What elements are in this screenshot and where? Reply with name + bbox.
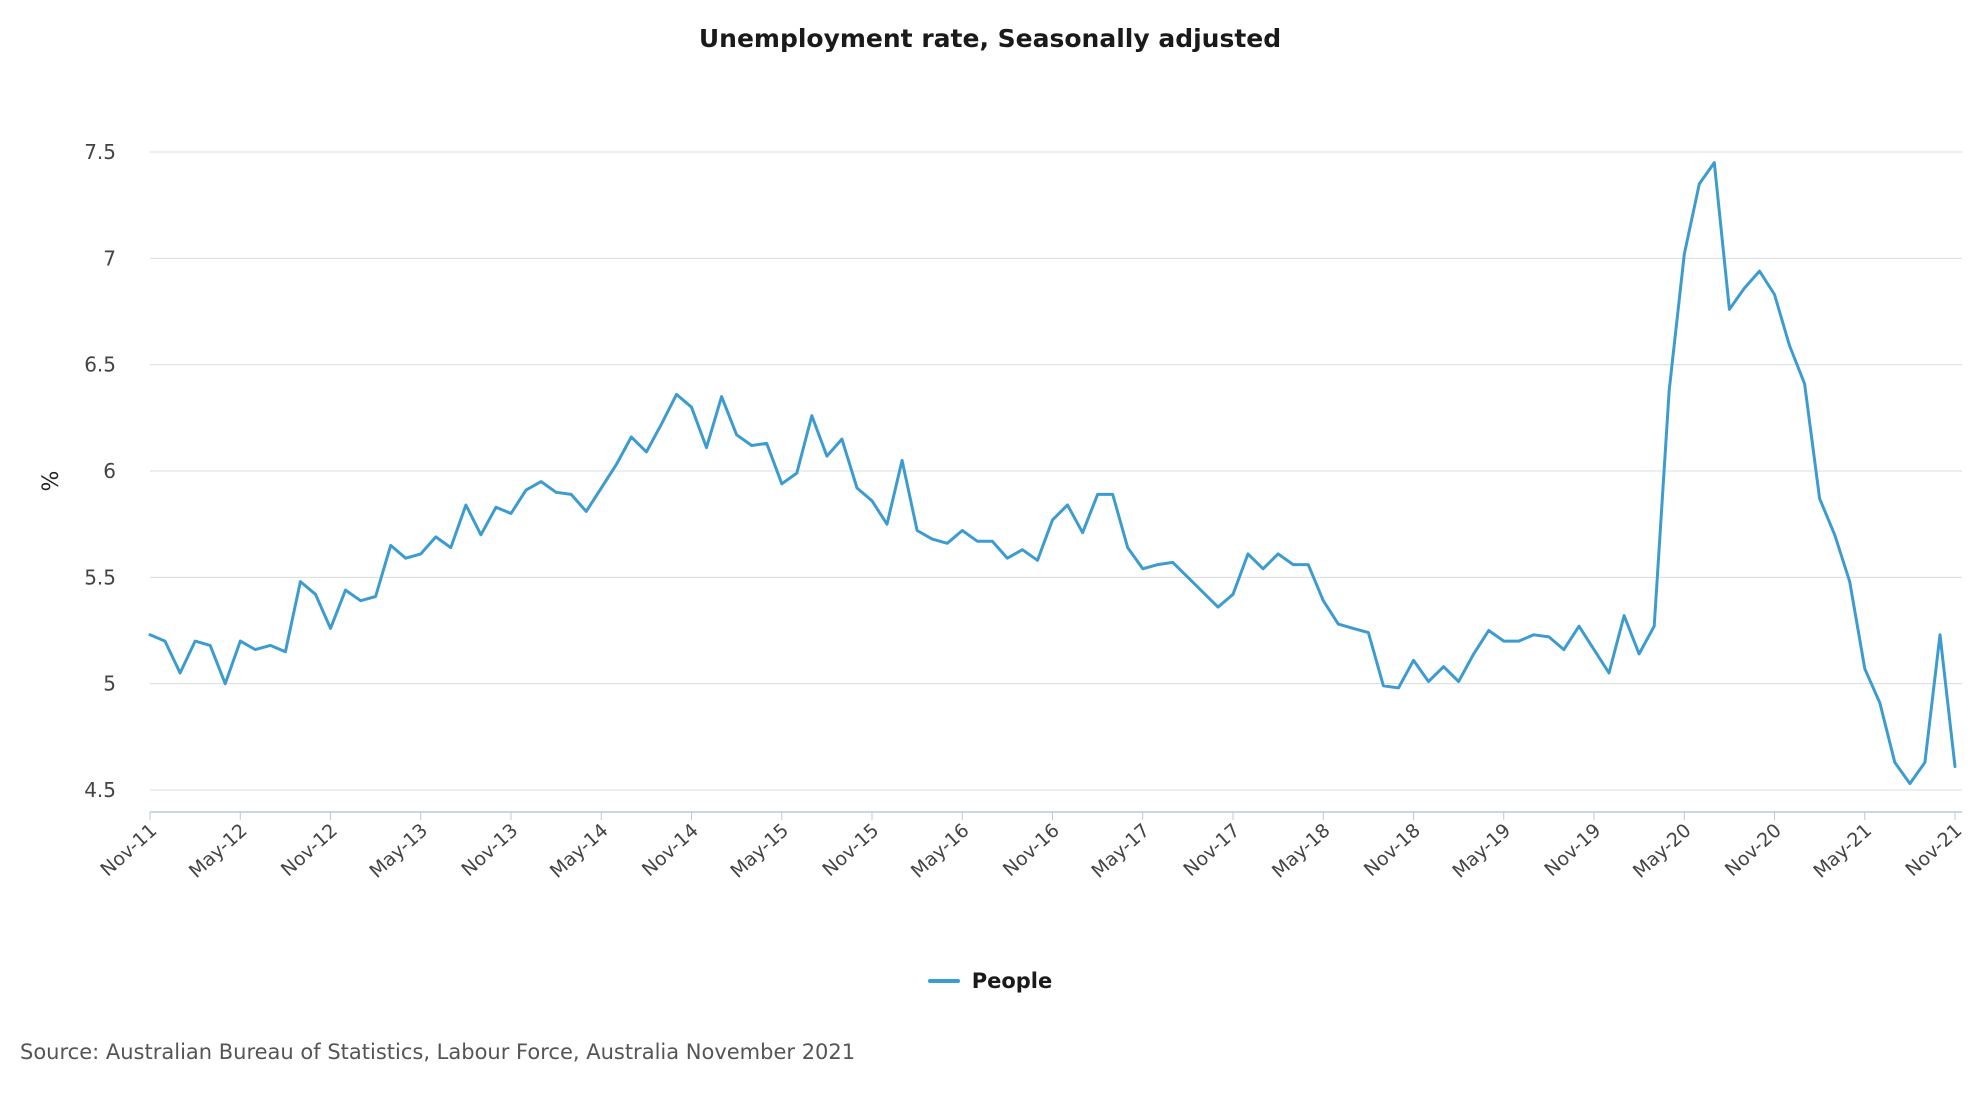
- y-tick-label: 4.5: [84, 778, 116, 802]
- x-tick-label: May-16: [907, 819, 974, 882]
- series-line-people: [148, 161, 1957, 786]
- x-tick-label: Nov-18: [1360, 819, 1425, 881]
- x-tick-label: Nov-14: [638, 819, 703, 881]
- series-lines: [148, 161, 1957, 786]
- y-tick-label: 5: [103, 672, 116, 696]
- y-axis-label: %: [39, 471, 64, 492]
- x-axis-tick-labels: Nov-11 May-12 Nov-12 May-13 Nov-13 May-14 Nov-…: [96, 819, 1966, 882]
- legend-label: People: [971, 969, 1053, 993]
- x-tick-label: May-19: [1448, 819, 1515, 882]
- source-note: Source: Australian Bureau of Statistics,…: [20, 1040, 856, 1064]
- y-tick-label: 5.5: [84, 565, 116, 589]
- y-axis-tick-labels: 4.5 5 5.5 6 6.5 7 7.5: [84, 140, 116, 802]
- x-tick-label: Nov-16: [999, 819, 1064, 881]
- x-tick-label: Nov-19: [1540, 819, 1605, 881]
- x-tick-label: Nov-15: [818, 819, 883, 881]
- y-tick-label: 6: [103, 459, 116, 483]
- chart-title: Unemployment rate, Seasonally adjusted: [698, 24, 1282, 53]
- x-tick-label: Nov-13: [457, 819, 522, 881]
- gridlines: [150, 151, 1962, 791]
- x-tick-label: Nov-17: [1179, 819, 1244, 881]
- y-tick-label: 6.5: [84, 353, 116, 377]
- x-tick-label: Nov-12: [277, 819, 342, 881]
- legend: People: [0, 968, 1980, 993]
- x-tick-label: May-18: [1268, 819, 1335, 882]
- x-tick-label: Nov-11: [96, 819, 161, 881]
- x-tick-label: May-20: [1629, 819, 1696, 882]
- x-tick-label: May-14: [546, 819, 613, 882]
- legend-item-people[interactable]: People: [927, 969, 1053, 993]
- x-tick-label: Nov-21: [1901, 819, 1966, 881]
- x-tick-label: Nov-20: [1721, 819, 1786, 881]
- x-tick-label: May-13: [365, 819, 432, 882]
- x-tick-label: May-15: [726, 819, 793, 882]
- legend-swatch: [927, 979, 960, 983]
- x-tick-label: May-17: [1087, 819, 1154, 882]
- y-tick-label: 7: [103, 246, 116, 270]
- x-tick-label: May-21: [1809, 819, 1876, 882]
- x-axis: [149, 811, 1962, 820]
- x-tick-label: May-12: [185, 819, 252, 882]
- y-tick-label: 7.5: [84, 140, 116, 164]
